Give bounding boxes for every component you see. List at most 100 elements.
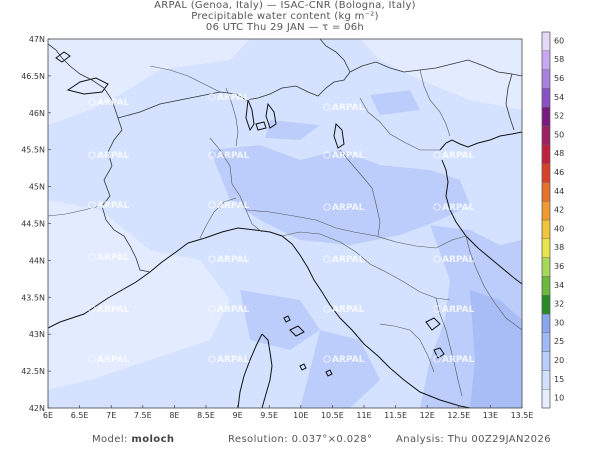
region-boundary — [225, 87, 239, 147]
colorbar-label: 56 — [554, 74, 564, 83]
svg-text:ARPAL: ARPAL — [332, 151, 365, 161]
latitude-label: 45N — [29, 183, 45, 192]
svg-text:ARPAL: ARPAL — [442, 255, 475, 265]
arpal-watermark: ARPAL — [208, 151, 250, 161]
svg-text:ARPAL: ARPAL — [217, 93, 250, 103]
pwc-light-area — [48, 200, 230, 390]
colorbar-swatch — [541, 125, 551, 145]
lake-lugano — [255, 121, 267, 131]
region-boundary — [359, 97, 440, 151]
colorbar-swatch — [541, 163, 551, 183]
arpal-watermark: ARPAL — [323, 305, 365, 315]
latitude-label: 42N — [29, 404, 45, 413]
colorbar-swatch — [541, 31, 551, 51]
arpal-watermark: ARPAL — [88, 151, 130, 161]
longitude-label: 6E — [43, 411, 53, 420]
latitude-label: 42.5N — [21, 367, 45, 376]
colorbar-swatch — [541, 238, 551, 258]
latitude-labels: 47N 46.5N 46N 45.5N 45N 44.5N 44N 43.5N 43N 42.5N… — [21, 35, 45, 413]
longitude-labels: 6E 6.5E 7E 7.5E 8E 8.5E 9E 9.5E 10E 10.5E 11E 11.5E… — [43, 411, 534, 420]
region-boundary — [379, 323, 435, 373]
svg-text:ARPAL: ARPAL — [97, 355, 130, 365]
footer-model-value: moloch — [131, 434, 175, 445]
pwc-medium-area — [370, 90, 420, 115]
region-boundary — [245, 209, 467, 249]
colorbar-swatch — [541, 295, 551, 315]
colorbar-swatch — [541, 144, 551, 164]
colorbar-label: 25 — [554, 337, 564, 346]
colorbar-swatch — [541, 332, 551, 352]
arpal-watermark: ARPAL — [208, 355, 250, 365]
region-boundary — [149, 65, 221, 93]
footer-model-label: Model: — [92, 434, 128, 445]
svg-text:ARPAL: ARPAL — [442, 305, 475, 315]
lake-neuchatel — [55, 51, 71, 63]
pwc-medium-area — [240, 290, 320, 350]
arpal-watermark: ARPAL — [208, 255, 250, 265]
latitude-label: 43.5N — [21, 293, 45, 302]
region-boundary — [419, 69, 451, 137]
lake-garda — [333, 122, 345, 149]
watermark-layer: ARPAL ARPAL ARPAL ARPAL ARPAL ARPAL ARPAL ARPAL… — [88, 93, 475, 365]
latitude-label: 47N — [29, 35, 45, 44]
arpal-watermark: ARPAL — [433, 255, 475, 265]
colorbar: 10 15 20 25 30 32 34 36 38 40 42 44 46 48 50 52 54 56 58 60 — [541, 31, 564, 409]
region-boundary — [435, 297, 463, 397]
footer-resolution-value: 0.037°×0.028° — [291, 434, 373, 445]
longitude-label: 13.5E — [511, 411, 534, 420]
colorbar-swatch — [541, 389, 551, 409]
arpal-watermark: ARPAL — [433, 203, 475, 213]
colorbar-swatch — [541, 182, 551, 202]
pwc-light-area — [48, 39, 250, 125]
colorbar-label: 58 — [554, 55, 564, 64]
pwc-medium-area — [210, 145, 470, 245]
longitude-label: 10.5E — [321, 411, 344, 420]
footer-resolution: Resolution: 0.037°×0.028° — [228, 434, 372, 445]
coastline-france — [48, 242, 189, 329]
svg-text:ARPAL: ARPAL — [97, 151, 130, 161]
pwc-medium-area — [265, 120, 320, 140]
header-validity-time: 06 UTC Thu 29 JAN — τ = 06h — [205, 22, 365, 33]
coastline-corsica-west — [237, 333, 263, 408]
longitude-label: 12E — [420, 411, 435, 420]
colorbar-swatch — [541, 276, 551, 296]
latitude-ticks — [48, 38, 51, 409]
island-capraia — [283, 315, 291, 323]
svg-text:ARPAL: ARPAL — [217, 305, 250, 315]
island-montecristo — [299, 363, 307, 371]
footer-resolution-label: Resolution: — [228, 434, 289, 445]
colorbar-swatch — [541, 219, 551, 239]
footer-analysis-value: Thu 00Z29JAN2026 — [447, 434, 551, 445]
colorbar-swatch — [541, 106, 551, 127]
svg-text:ARPAL: ARPAL — [442, 203, 475, 213]
svg-text:ARPAL: ARPAL — [332, 103, 365, 113]
island-elba — [289, 325, 305, 337]
latitude-label: 44N — [29, 256, 45, 265]
longitude-label: 8E — [169, 411, 179, 420]
longitude-ticks — [47, 405, 523, 408]
colorbar-swatch — [541, 50, 551, 70]
colorbar-label: 30 — [554, 318, 564, 327]
lake-como — [265, 102, 277, 129]
arpal-watermark: ARPAL — [433, 305, 475, 315]
colorbar-label: 60 — [554, 36, 564, 45]
border-france-italy — [101, 117, 151, 273]
svg-text:ARPAL: ARPAL — [217, 355, 250, 365]
region-boundary — [465, 235, 522, 331]
lake-maggiore — [245, 99, 255, 132]
colorbar-label: 50 — [554, 130, 564, 139]
longitude-label: 10E — [293, 411, 308, 420]
border-slovenia-italy — [505, 73, 515, 131]
coastline-corsica — [261, 333, 273, 408]
region-boundary — [339, 149, 381, 237]
colorbar-swatch — [541, 351, 551, 371]
longitude-label: 11.5E — [384, 411, 407, 420]
border-switzerland-italy — [117, 71, 351, 119]
svg-text:ARPAL: ARPAL — [217, 201, 250, 211]
arpal-watermark: ARPAL — [88, 305, 130, 315]
lake-bolsena — [433, 347, 445, 359]
coastline-liguria-tuscany — [187, 227, 471, 408]
arpal-watermark: ARPAL — [208, 93, 250, 103]
svg-text:ARPAL: ARPAL — [442, 151, 475, 161]
colorbar-swatch — [541, 313, 551, 333]
